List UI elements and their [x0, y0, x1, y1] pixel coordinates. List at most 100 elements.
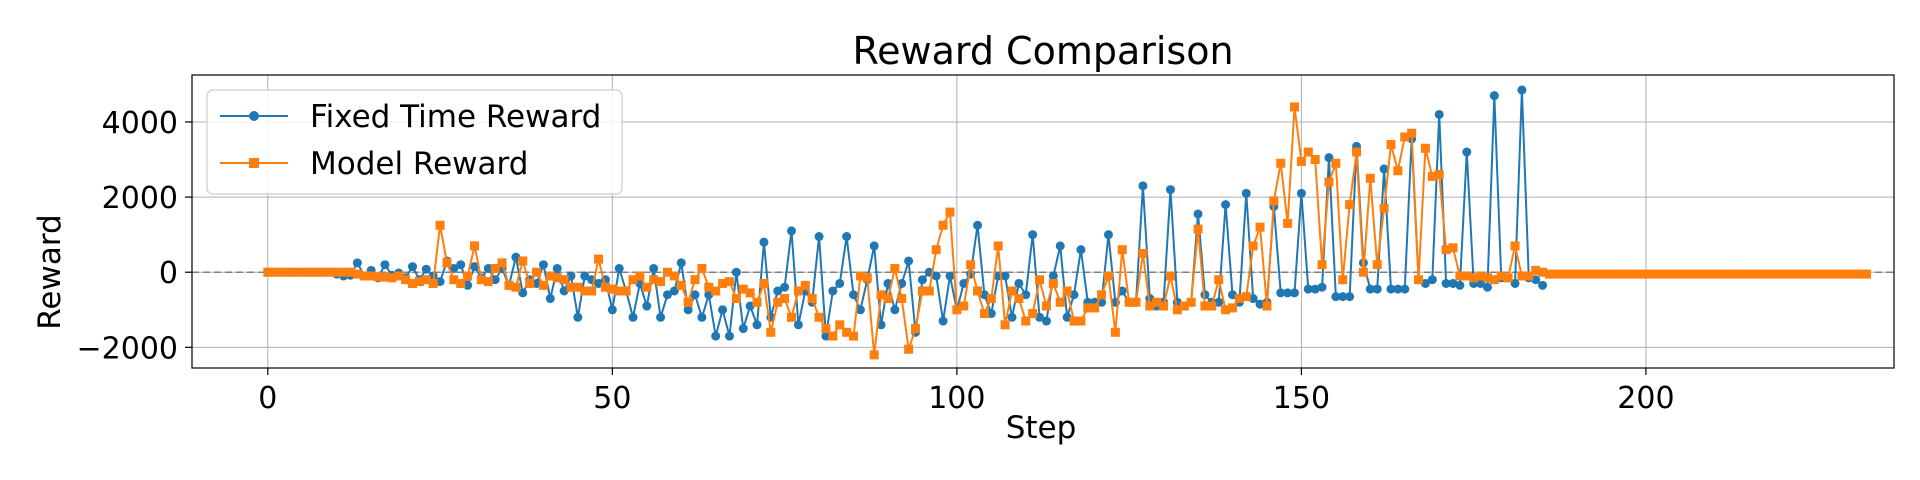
data-point: [979, 309, 989, 319]
data-point: [449, 275, 459, 285]
data-point: [917, 275, 927, 285]
data-point: [387, 273, 397, 283]
data-point: [1469, 273, 1479, 283]
data-point: [538, 260, 548, 270]
data-point: [973, 220, 983, 230]
data-point: [1703, 269, 1713, 279]
data-point: [1407, 128, 1417, 138]
data-point: [938, 316, 948, 326]
data-point: [1551, 269, 1561, 279]
data-point: [456, 278, 466, 288]
data-point: [1813, 269, 1823, 279]
data-point: [1538, 280, 1548, 290]
data-point: [552, 273, 562, 283]
data-point: [311, 267, 321, 277]
data-point: [649, 263, 659, 273]
data-point: [1097, 290, 1107, 300]
data-point: [1248, 294, 1258, 304]
legend: Fixed Time Reward Model Reward: [206, 89, 623, 195]
data-point: [1482, 273, 1492, 283]
data-point: [938, 220, 948, 230]
data-point: [1724, 269, 1734, 279]
data-point: [1062, 286, 1072, 296]
data-point: [1613, 269, 1623, 279]
plot-frame: [191, 74, 1895, 369]
data-point: [511, 282, 521, 292]
data-point: [476, 275, 486, 285]
data-point: [1510, 278, 1520, 288]
data-point: [1269, 196, 1279, 206]
data-point: [917, 286, 927, 296]
data-point: [786, 226, 796, 236]
data-point: [1035, 275, 1045, 285]
data-point: [1806, 269, 1816, 279]
data-point: [1489, 91, 1499, 101]
data-point: [1028, 230, 1038, 240]
data-point: [780, 282, 790, 292]
data-point: [1186, 297, 1196, 307]
data-point: [890, 305, 900, 315]
data-point: [1193, 224, 1203, 234]
data-point: [1290, 102, 1300, 112]
data-point: [1524, 271, 1534, 281]
data-point: [1627, 269, 1637, 279]
data-point: [1393, 284, 1403, 294]
legend-label-fixed-time-reward: Fixed Time Reward: [310, 99, 601, 135]
data-point: [470, 241, 480, 251]
data-point: [1751, 269, 1761, 279]
data-point: [842, 327, 852, 337]
data-point: [1434, 170, 1444, 180]
data-point: [807, 294, 817, 304]
data-point: [738, 324, 748, 334]
data-point: [1758, 269, 1768, 279]
data-point: [669, 271, 679, 281]
data-point: [1668, 269, 1678, 279]
data-point: [793, 286, 803, 296]
data-point: [414, 277, 424, 287]
data-point: [1117, 286, 1127, 296]
data-point: [1227, 290, 1237, 300]
data-point: [1386, 139, 1396, 149]
data-point: [1048, 278, 1058, 288]
data-point: [559, 275, 569, 285]
y-axis-ticks: −2000 0 2000 4000: [77, 106, 192, 366]
data-point: [835, 320, 845, 330]
data-point: [1283, 218, 1293, 228]
data-point: [1345, 200, 1355, 210]
legend-marker-fixed-time-reward: [249, 111, 259, 121]
data-point: [759, 237, 769, 247]
data-point: [1476, 278, 1486, 288]
data-point: [945, 207, 955, 217]
data-point: [1793, 269, 1803, 279]
data-point: [332, 267, 342, 277]
data-point: [1310, 155, 1320, 165]
data-point: [1455, 271, 1465, 281]
data-point: [628, 275, 638, 285]
data-point: [1117, 245, 1127, 255]
data-point: [1455, 280, 1465, 290]
data-point: [1765, 269, 1775, 279]
data-point: [1000, 320, 1010, 330]
data-point: [1317, 282, 1327, 292]
data-point: [525, 278, 535, 288]
data-point: [594, 254, 604, 264]
x-tick-label: 100: [928, 381, 985, 416]
data-point: [566, 282, 576, 292]
data-point: [1565, 269, 1575, 279]
data-point: [532, 267, 542, 277]
data-point: [304, 267, 314, 277]
data-point: [552, 263, 562, 273]
data-point: [1462, 147, 1472, 157]
data-point: [745, 288, 755, 298]
data-point: [518, 288, 528, 298]
data-point: [352, 269, 362, 279]
data-point: [1352, 147, 1362, 157]
data-point: [718, 278, 728, 288]
data-point: [1827, 269, 1837, 279]
data-point: [1427, 171, 1437, 181]
data-point: [1482, 282, 1492, 292]
data-point: [1496, 271, 1506, 281]
data-point: [1620, 269, 1630, 279]
data-point: [738, 284, 748, 294]
data-point: [1214, 275, 1224, 285]
